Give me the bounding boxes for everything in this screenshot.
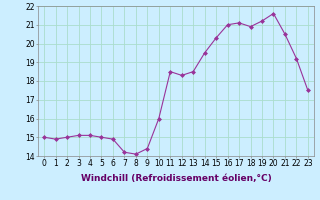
X-axis label: Windchill (Refroidissement éolien,°C): Windchill (Refroidissement éolien,°C) — [81, 174, 271, 183]
